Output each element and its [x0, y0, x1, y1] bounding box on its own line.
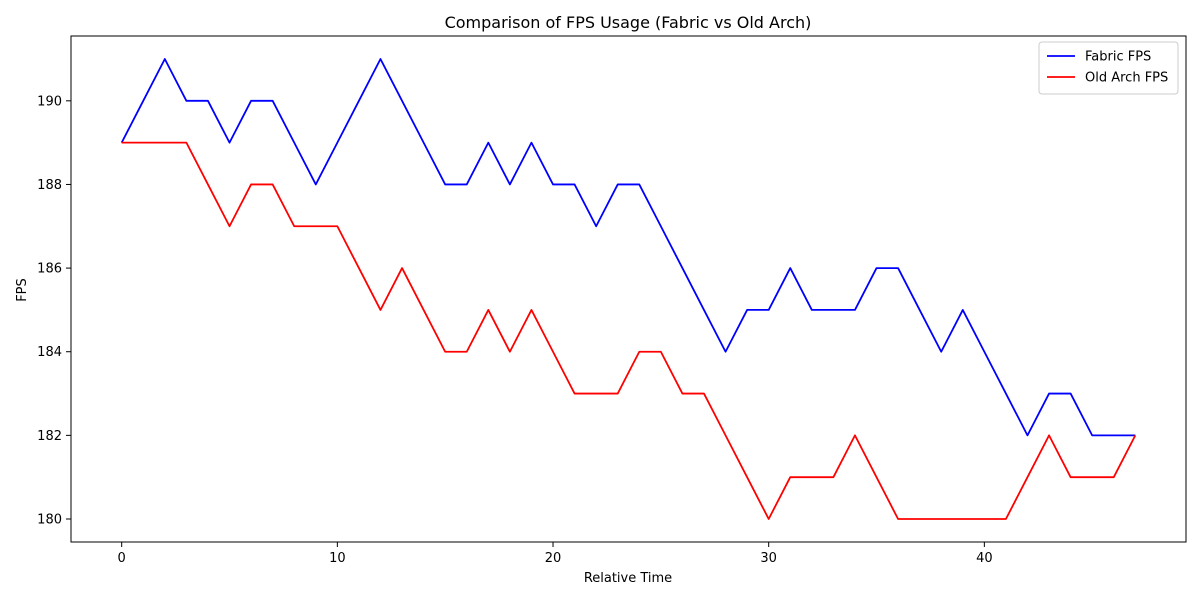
legend-label-1: Fabric FPS	[1085, 50, 1151, 65]
legend-box	[1038, 41, 1179, 95]
x-tick-label: 20	[545, 551, 562, 566]
legend-label-2: Old Arch FPS	[1085, 71, 1168, 86]
legend: Fabric FPS Old Arch FPS	[1038, 41, 1179, 95]
y-tick-label: 182	[37, 429, 62, 444]
x-tick-label: 40	[976, 551, 993, 566]
y-tick-label: 188	[37, 178, 62, 193]
y-tick-label: 186	[37, 262, 62, 277]
x-tick-label: 30	[760, 551, 777, 566]
x-axis-label: Relative Time	[584, 571, 672, 586]
y-axis-ticks: 180 182 184 186 188 190	[37, 94, 71, 528]
chart-title: Comparison of FPS Usage (Fabric vs Old A…	[445, 13, 812, 32]
y-tick-label: 190	[37, 94, 62, 109]
x-axis-ticks: 0 10 20 30 40	[118, 542, 993, 566]
series-line-2	[121, 141, 1137, 520]
plot-area	[70, 35, 1187, 543]
series-line-1	[120, 58, 1136, 437]
y-tick-label: 180	[37, 513, 62, 528]
series-layer	[120, 58, 1137, 520]
x-tick-label: 0	[118, 551, 126, 566]
x-tick-label: 10	[329, 551, 346, 566]
plot-border	[70, 35, 1187, 543]
y-tick-label: 184	[37, 345, 62, 360]
y-axis-label: FPS	[15, 278, 30, 302]
